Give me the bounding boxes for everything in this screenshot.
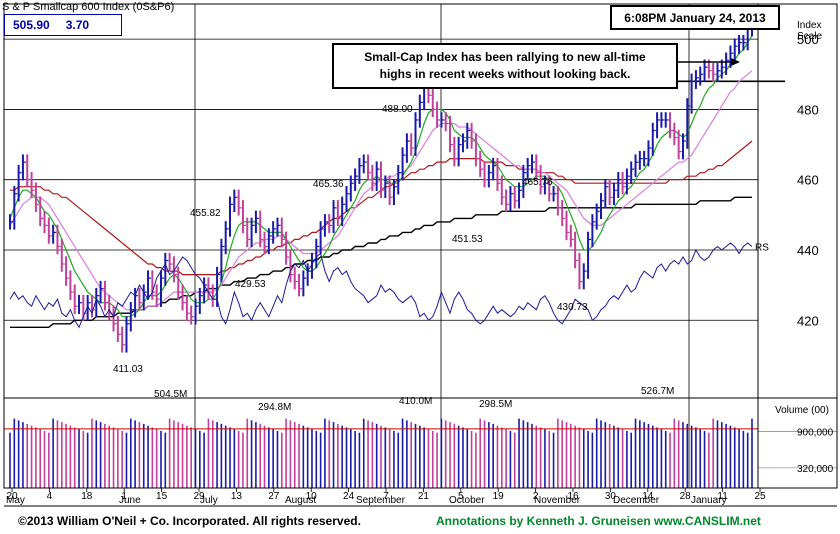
date-tick-label: 5 xyxy=(458,491,464,502)
date-tick-label: 30 xyxy=(605,491,617,502)
month-label: August xyxy=(285,495,316,506)
price-annotation: 451.53 xyxy=(452,234,483,245)
price-tick-label: 500 xyxy=(797,32,819,47)
date-tick-label: 18 xyxy=(81,491,93,502)
index-symbol: (0S&P6) xyxy=(132,1,175,13)
annotation-credit: Annotations by Kenneth J. Gruneisen www.… xyxy=(436,514,761,528)
chart-frame xyxy=(3,3,838,507)
date-tick-label: 13 xyxy=(231,491,243,502)
price-axis-title: Scale xyxy=(797,31,822,42)
date-tick-label: 24 xyxy=(343,491,355,502)
date-tick-label: 29 xyxy=(193,491,205,502)
volume-annotation: 526.7M xyxy=(641,386,674,397)
price-change: 3.70 xyxy=(65,18,90,32)
date-tick-label: 25 xyxy=(754,491,766,502)
volume-bars xyxy=(4,418,758,488)
last-price: 505.90 xyxy=(13,18,50,32)
price-annotation: 455.82 xyxy=(190,208,221,219)
annotation-box: Small-Cap Index has been rallying to new… xyxy=(332,43,678,89)
rs-line xyxy=(9,242,753,329)
volume-tick-label: 900,000 xyxy=(797,427,834,438)
price-annotation: 429.53 xyxy=(235,279,266,290)
price-annotation: 465.36 xyxy=(313,179,344,190)
price-tick-label: 440 xyxy=(797,243,819,258)
month-label: November xyxy=(534,495,581,506)
date-tick-label: 14 xyxy=(642,491,654,502)
price-tick-label: 420 xyxy=(797,313,819,328)
price-annotations: 411.03 455.82 429.53 465.36 488.00 451.53 465.… xyxy=(113,58,740,413)
relative-strength-line xyxy=(9,242,753,329)
date-tick-label: 16 xyxy=(567,491,579,502)
date-tick-label: 21 xyxy=(418,491,430,502)
date-tick-label: 27 xyxy=(268,491,280,502)
annotation-line-2: highs in recent weeks without looking ba… xyxy=(379,67,631,81)
price-annotation: 411.03 xyxy=(113,364,143,375)
timestamp-text: 6:08PM January 24, 2013 xyxy=(624,10,766,25)
month-label: December xyxy=(613,495,660,506)
date-tick-label: 4 xyxy=(47,491,53,502)
volume-annotation: 294.8M xyxy=(258,402,291,413)
ma-200-line xyxy=(10,196,752,328)
price-annotation: 488.00 xyxy=(382,104,413,115)
axis-labels: 420440460480500IndexScaleRS900,000320,00… xyxy=(6,20,834,506)
date-tick-label: 15 xyxy=(156,491,168,502)
price-info-box: 505.90 3.70 xyxy=(4,14,122,36)
month-label: June xyxy=(119,495,141,506)
index-name: S & P Smallcap 600 Index xyxy=(2,1,130,13)
price-tick-label: 460 xyxy=(797,173,819,188)
price-annotation: 465.76 xyxy=(522,177,553,188)
month-label: September xyxy=(356,495,406,506)
price-annotation: 430.73 xyxy=(557,302,588,313)
date-tick-label: 11 xyxy=(717,491,728,502)
timestamp-box: 6:08PM January 24, 2013 xyxy=(610,5,780,30)
volume-annotation: 410.0M xyxy=(399,396,432,407)
price-axis-title: Index xyxy=(797,20,821,31)
annotation-line-1: Small-Cap Index has been rallying to new… xyxy=(364,50,646,64)
volume-tick-label: 320,000 xyxy=(797,464,834,475)
annotation-arrowhead xyxy=(731,58,740,66)
month-label: July xyxy=(200,495,218,506)
price-tick-label: 480 xyxy=(797,102,819,117)
date-tick-label: 7 xyxy=(383,491,389,502)
copyright-text: ©2013 William O'Neil + Co. Incorporated.… xyxy=(18,514,361,528)
index-title: S & P Smallcap 600 Index (0S&P6) xyxy=(2,1,174,13)
date-tick-label: 20 xyxy=(6,491,18,502)
date-tick-label: 28 xyxy=(680,491,692,502)
volume-annotation: 504.5M xyxy=(154,389,187,400)
volume-axis-title: Volume (00) xyxy=(775,405,829,416)
month-label: May xyxy=(6,495,25,506)
date-tick-label: 2 xyxy=(533,491,539,502)
date-tick-label: 10 xyxy=(306,491,318,502)
date-tick-label: 19 xyxy=(493,491,505,502)
month-label: October xyxy=(449,495,485,506)
month-label: January xyxy=(691,495,727,506)
date-tick-label: 1 xyxy=(121,491,127,502)
volume-annotation: 298.5M xyxy=(479,399,512,410)
price-bars xyxy=(9,10,755,353)
rs-label: RS xyxy=(755,242,769,253)
